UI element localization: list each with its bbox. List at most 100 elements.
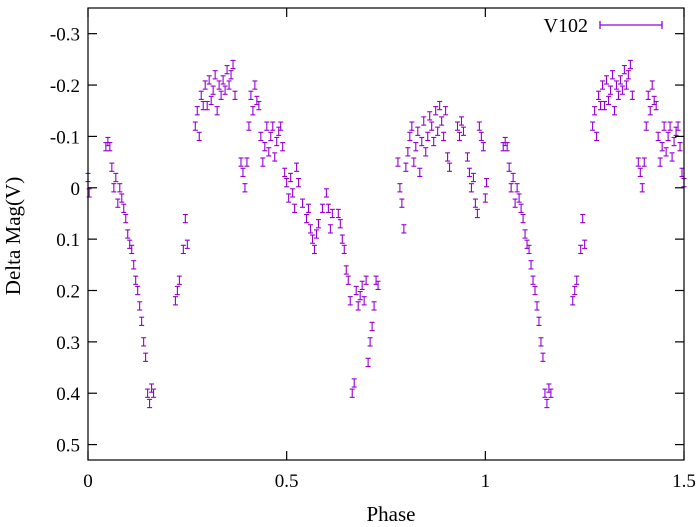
data-point <box>192 121 198 131</box>
data-point <box>476 121 482 131</box>
data-point <box>313 229 319 239</box>
data-point <box>174 285 180 296</box>
data-point <box>429 121 435 131</box>
data-point <box>397 183 403 193</box>
data-point <box>445 152 451 162</box>
data-point <box>246 121 252 131</box>
data-point <box>407 131 413 142</box>
data-point <box>280 142 286 152</box>
data-point <box>506 162 512 172</box>
data-point <box>252 80 258 90</box>
data-point <box>353 285 359 296</box>
data-point <box>544 398 550 409</box>
data-point <box>675 121 681 131</box>
data-point <box>401 224 407 234</box>
data-point <box>242 183 248 193</box>
data-point <box>671 136 677 147</box>
data-point <box>649 80 655 90</box>
data-point <box>182 213 188 224</box>
data-point <box>609 70 615 80</box>
x-tick-label: 1.5 <box>672 471 696 492</box>
data-point <box>441 131 447 142</box>
data-point <box>606 95 612 106</box>
data-point <box>395 157 401 167</box>
data-point <box>417 167 423 178</box>
data-point <box>520 213 526 224</box>
data-point <box>264 121 270 131</box>
data-point <box>143 352 149 362</box>
data-point <box>542 388 548 398</box>
data-point <box>258 131 264 142</box>
data-point <box>663 147 669 157</box>
data-point <box>206 75 212 85</box>
x-axis-label: Phase <box>367 502 416 526</box>
data-point <box>655 131 661 142</box>
data-point <box>667 121 673 131</box>
data-point <box>135 285 141 296</box>
data-point <box>125 229 131 239</box>
data-point <box>625 70 631 80</box>
y-tick-label: 0.5 <box>56 436 80 457</box>
data-point <box>512 198 518 208</box>
data-point <box>522 229 528 239</box>
data-point <box>208 95 214 106</box>
plot-frame <box>87 7 685 461</box>
y-tick-label: -0.1 <box>50 127 80 148</box>
data-point <box>399 198 405 208</box>
data-point <box>220 75 226 85</box>
data-point <box>240 167 246 178</box>
data-point <box>290 188 296 198</box>
data-point <box>224 64 230 75</box>
data-point <box>355 301 361 311</box>
data-point <box>447 162 453 172</box>
data-point <box>458 116 464 126</box>
data-point <box>111 183 117 193</box>
data-point <box>457 131 463 142</box>
data-point <box>365 357 371 368</box>
data-point <box>627 59 633 70</box>
data-point <box>580 213 586 224</box>
data-point <box>268 131 274 142</box>
x-tick-label: 1 <box>481 471 491 492</box>
data-point <box>570 296 576 306</box>
data-point <box>371 301 377 311</box>
data-point <box>141 337 147 347</box>
data-point <box>176 275 182 285</box>
data-point <box>574 275 580 285</box>
data-point <box>194 106 200 116</box>
legend-errorbar-sample <box>599 21 663 29</box>
data-point <box>607 85 613 95</box>
data-point <box>516 193 522 203</box>
data-point <box>260 157 266 167</box>
data-point <box>226 80 232 90</box>
data-point <box>617 75 623 85</box>
x-axis-ticks: 0 0.5 1 1.5 <box>83 8 696 492</box>
data-point <box>196 131 202 142</box>
data-point <box>274 136 280 147</box>
data-point <box>538 337 544 347</box>
data-point <box>437 100 443 111</box>
data-point <box>536 316 542 326</box>
data-point <box>349 388 355 398</box>
data-point <box>425 131 431 142</box>
y-tick-label: 0 <box>71 179 81 200</box>
data-point <box>534 301 540 311</box>
data-point <box>180 244 186 255</box>
data-point <box>592 106 598 116</box>
data-point <box>147 398 153 409</box>
y-axis-ticks: -0.3 -0.2 -0.1 0 0.1 0.2 0.3 0.4 0.5 <box>50 25 684 457</box>
data-point <box>343 265 349 275</box>
data-point <box>119 193 125 203</box>
data-point <box>484 177 490 188</box>
data-point <box>278 121 284 131</box>
data-point <box>532 285 538 296</box>
data-point <box>266 147 272 157</box>
data-point <box>643 121 649 131</box>
data-point <box>578 244 584 255</box>
data-point <box>413 142 419 152</box>
data-point <box>548 388 554 398</box>
data-point <box>466 167 472 178</box>
data-points-layer <box>85 59 687 409</box>
data-point <box>272 152 278 162</box>
